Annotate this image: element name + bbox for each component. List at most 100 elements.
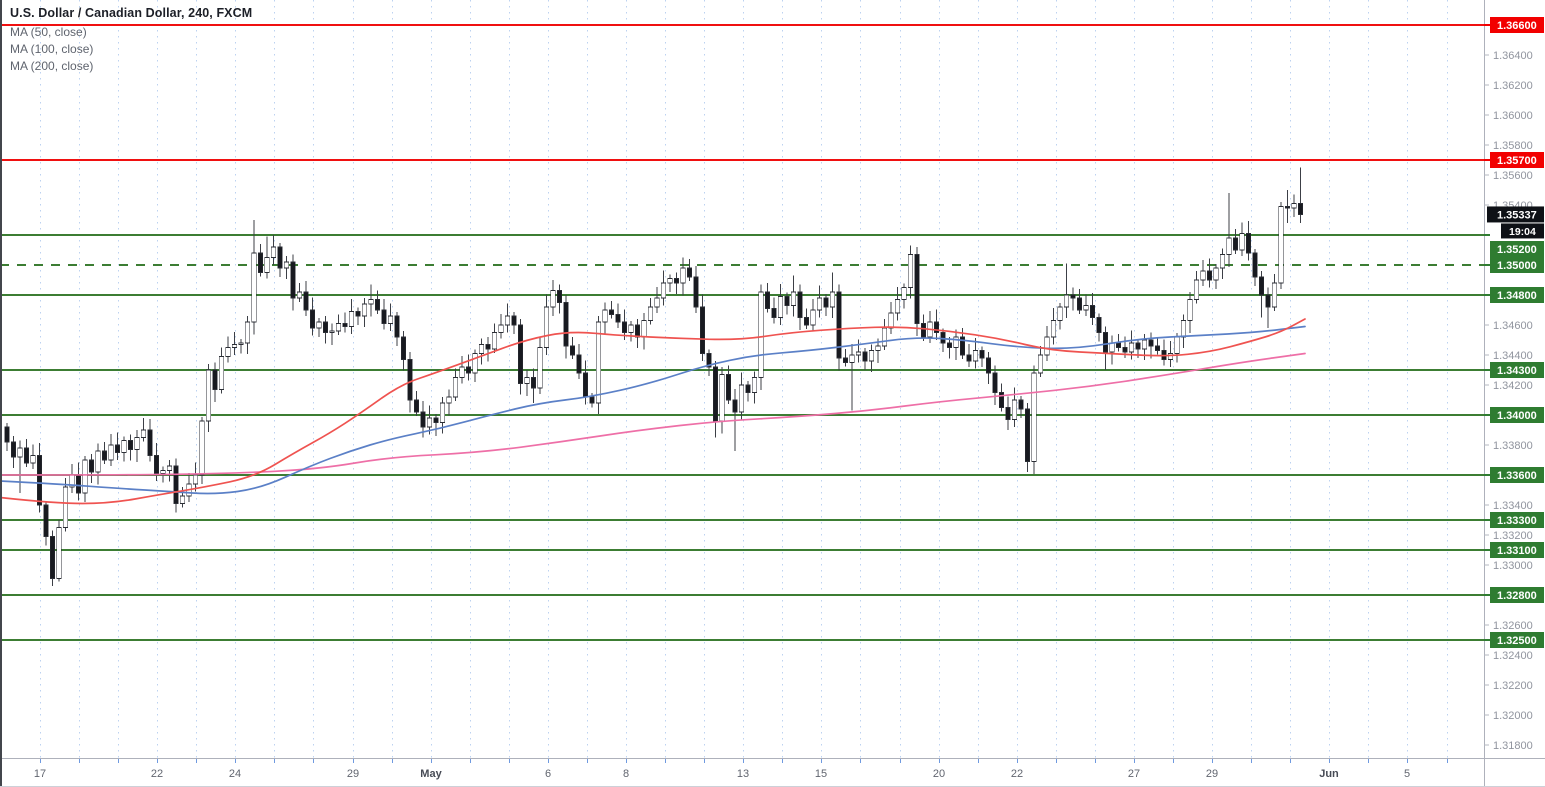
level-price-label xyxy=(1490,17,1544,33)
candle-up xyxy=(1031,372,1037,462)
candle-down xyxy=(1252,252,1258,278)
candle-down xyxy=(1115,342,1122,348)
legend-ma200[interactable]: MA (200, close) xyxy=(10,59,94,73)
chart-header: U.S. Dollar / Canadian Dollar, 240, FXCM… xyxy=(10,6,252,75)
plot-area[interactable] xyxy=(0,0,1484,758)
candle-down xyxy=(1206,270,1213,281)
candle-down xyxy=(615,314,621,323)
price-tick-label: 1.36400 xyxy=(1493,50,1533,62)
time-axis[interactable]: 17 22 24 29 May 6 8 13 15 20 22 27 29 Jun 5 xyxy=(0,758,1545,787)
candle-up xyxy=(1128,342,1135,353)
candle-up xyxy=(894,299,901,314)
candle-down xyxy=(485,344,491,350)
legend-ma50[interactable]: MA (50, close) xyxy=(10,25,87,39)
candles-series xyxy=(4,167,1304,586)
candle-up xyxy=(368,299,374,305)
candle-down xyxy=(309,309,316,329)
candle-down xyxy=(147,429,153,456)
level-price-label-text: 1.34000 xyxy=(1497,410,1537,422)
price-axis[interactable]: 1.364001.362001.360001.358001.356001.354… xyxy=(1484,0,1545,787)
candle-up xyxy=(1083,305,1089,311)
candle-down xyxy=(725,374,732,401)
ma-line-200 xyxy=(0,352,1306,476)
price-tick-label: 1.33200 xyxy=(1493,530,1533,542)
candle-down xyxy=(946,342,953,348)
candle-up xyxy=(316,321,322,329)
candle-down xyxy=(998,392,1005,408)
candle-up xyxy=(849,354,855,363)
candle-up xyxy=(1213,267,1219,281)
candle-up xyxy=(1219,254,1226,269)
candle-down xyxy=(1102,332,1109,353)
candle-down xyxy=(1245,233,1252,254)
candle-down xyxy=(842,357,849,363)
candle-down xyxy=(1005,407,1011,420)
candle-down xyxy=(355,311,361,317)
candle-up xyxy=(166,465,173,471)
candle-up xyxy=(1141,339,1148,350)
time-axis-bg[interactable] xyxy=(0,758,1484,787)
level-price-label-text: 1.33100 xyxy=(1497,545,1537,557)
bar-countdown xyxy=(1501,223,1544,239)
level-price-label-text: 1.35000 xyxy=(1497,260,1537,272)
price-axis-bg[interactable] xyxy=(1484,0,1545,787)
candle-down xyxy=(114,444,121,453)
candle-up xyxy=(1050,320,1057,338)
candle-up xyxy=(972,350,979,362)
candle-down xyxy=(36,455,43,506)
price-tick-label: 1.34600 xyxy=(1493,320,1533,332)
candle-down xyxy=(673,278,680,284)
candle-down xyxy=(771,308,777,318)
candle-up xyxy=(56,527,62,579)
candle-down xyxy=(823,297,829,308)
candle-up xyxy=(17,447,23,458)
level-price-label-text: 1.32800 xyxy=(1497,590,1537,602)
candle-down xyxy=(621,321,628,333)
level-price-label-text: 1.34800 xyxy=(1497,290,1537,302)
window-left-edge xyxy=(0,0,2,787)
date-label: 15 xyxy=(815,768,827,780)
candle-up xyxy=(660,282,667,299)
candle-up xyxy=(1180,320,1187,338)
candle-down xyxy=(212,369,218,390)
legend-ma100[interactable]: MA (100, close) xyxy=(10,42,94,56)
level-price-label xyxy=(1490,241,1544,257)
candle-down xyxy=(556,290,563,303)
candle-down xyxy=(699,306,706,354)
candle-up xyxy=(218,356,225,390)
candle-down xyxy=(985,357,992,374)
date-label: 22 xyxy=(1011,768,1023,780)
candle-up xyxy=(667,278,673,284)
candle-up xyxy=(179,495,186,504)
candle-up xyxy=(199,420,205,476)
candle-down xyxy=(394,315,400,338)
candle-down xyxy=(413,399,420,413)
candle-up xyxy=(238,342,244,345)
price-tick-label: 1.36200 xyxy=(1493,80,1533,92)
candle-up xyxy=(329,330,335,333)
candle-down xyxy=(1076,297,1083,311)
candle-up xyxy=(335,323,342,332)
level-price-label xyxy=(1490,287,1544,303)
candle-up xyxy=(264,257,270,273)
candle-up xyxy=(875,345,881,351)
candle-up xyxy=(595,321,602,404)
candle-down xyxy=(342,323,348,327)
date-label: 5 xyxy=(1404,768,1410,780)
candle-down xyxy=(959,336,966,356)
candle-up xyxy=(1063,294,1070,308)
candle-down xyxy=(1089,305,1096,318)
candle-up xyxy=(95,450,101,473)
date-label: 20 xyxy=(933,768,945,780)
candle-up xyxy=(816,297,823,311)
candle-up xyxy=(953,336,959,348)
candle-down xyxy=(290,261,296,299)
level-price-label xyxy=(1490,407,1544,423)
candle-down xyxy=(563,302,569,347)
symbol-title[interactable]: U.S. Dollar / Canadian Dollar, 240, FXCM xyxy=(10,6,253,20)
candle-up xyxy=(907,254,914,288)
candle-down xyxy=(257,252,264,273)
candle-up xyxy=(1193,279,1200,300)
